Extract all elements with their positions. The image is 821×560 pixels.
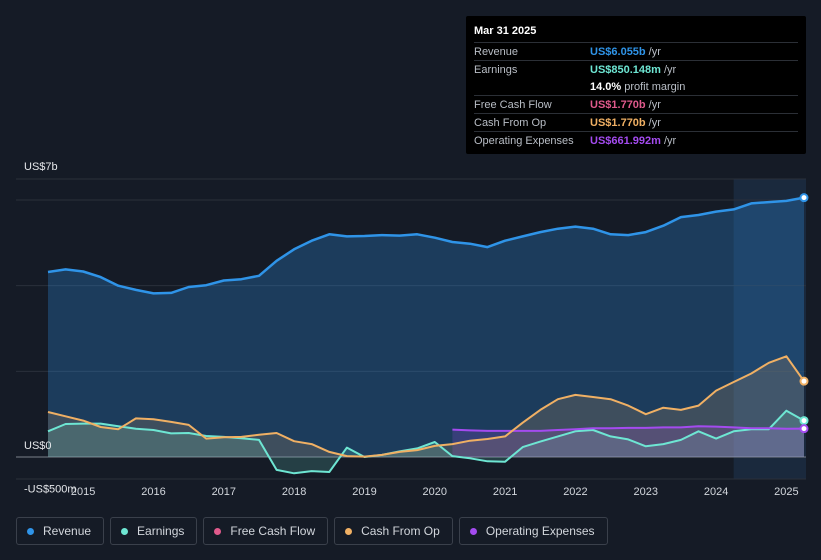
tooltip-row-label: Operating Expenses: [474, 134, 574, 147]
operating-expenses-endpoint: [799, 424, 809, 434]
data-tooltip: Mar 31 2025 Revenue US$6.055b/yr Earnings U…: [466, 16, 806, 154]
tooltip-rows: Revenue US$6.055b/yr Earnings US$850.148m/y…: [474, 42, 798, 149]
y-axis-labels: US$0 -US$500m: [24, 440, 77, 495]
legend-dot-icon: [121, 527, 129, 535]
x-tick-label: 2023: [634, 486, 658, 498]
legend-item-revenue[interactable]: Revenue: [16, 517, 105, 545]
tooltip-row: 14.0% profit margin: [474, 78, 798, 95]
tooltip-row: Operating Expenses US$661.992m/yr: [474, 131, 798, 149]
tooltip-row-value: US$1.770b: [590, 98, 646, 111]
x-tick-label: 2016: [141, 486, 165, 498]
tooltip-row-value: 14.0%: [590, 80, 622, 93]
x-tick-label: 2015: [71, 486, 95, 498]
tooltip-row-value: US$6.055b: [590, 45, 646, 58]
revenue-line: [47, 196, 805, 295]
tooltip-row-unit: /yr: [648, 45, 661, 58]
x-tick-label: 2025: [774, 486, 798, 498]
tooltip-row-label: Cash From Op: [474, 116, 547, 129]
legend-item-cash-from-op[interactable]: Cash From Op: [334, 517, 453, 545]
series-areas: [48, 197, 804, 474]
y-tick-label: US$0: [24, 440, 52, 452]
x-tick-label: 2018: [282, 486, 306, 498]
tooltip-row-unit: /yr: [648, 116, 661, 129]
tooltip-date: Mar 31 2025: [474, 25, 537, 37]
tooltip-row-value: US$661.992m: [590, 134, 661, 147]
x-tick-label: 2021: [493, 486, 517, 498]
legend-dot-icon: [27, 527, 34, 535]
legend-label: Revenue: [43, 524, 92, 538]
series-endpoints: [799, 193, 809, 434]
cash-from-op-endpoint: [799, 376, 809, 386]
tooltip-row-value: US$850.148m: [590, 63, 661, 76]
tooltip-row-label: Free Cash Flow: [474, 98, 552, 111]
operating-expenses-area: [452, 426, 804, 457]
earnings-endpoint: [799, 416, 809, 426]
revenue-endpoint: [799, 193, 809, 203]
x-tick-label: 2024: [704, 486, 728, 498]
earnings-line: [47, 409, 805, 475]
series-lines: [47, 196, 805, 475]
tooltip-row: Free Cash Flow US$1.770b/yr: [474, 95, 798, 113]
y-axis-top-label: US$7b: [24, 161, 58, 173]
cash-from-op-line: [47, 355, 805, 458]
x-tick-label: 2020: [423, 486, 447, 498]
cash-from-op-area: [48, 356, 804, 457]
financial-chart: 2015 2016 2017 2018 2019 2020 2021 2022 2023 2024…: [16, 161, 809, 498]
tooltip-row-value: US$1.770b: [590, 116, 646, 129]
gridlines: [16, 178, 806, 480]
x-tick-label: 2019: [352, 486, 376, 498]
x-tick-label: 2017: [212, 486, 236, 498]
legend-dot-icon: [469, 527, 477, 535]
legend-item-free-cash-flow[interactable]: Free Cash Flow: [203, 517, 329, 545]
x-tick-label: 2022: [563, 486, 587, 498]
legend-label: Free Cash Flow: [230, 524, 316, 538]
legend-item-earnings[interactable]: Earnings: [110, 517, 198, 545]
y-tick-label: -US$500m: [24, 483, 77, 495]
tooltip-row-unit: /yr: [663, 63, 677, 76]
tooltip-row-unit: profit margin: [624, 80, 686, 93]
revenue-area: [48, 197, 804, 457]
x-axis: 2015 2016 2017 2018 2019 2020 2021 2022 2023 2024…: [71, 486, 799, 498]
tooltip-row: Revenue US$6.055b/yr: [474, 42, 798, 60]
legend-item-operating-expenses[interactable]: Operating Expenses: [458, 517, 608, 545]
tooltip-row-label: Earnings: [474, 63, 518, 76]
tooltip-row-unit: /yr: [648, 98, 661, 111]
legend-dot-icon: [345, 527, 353, 535]
tooltip-row: Cash From Op US$1.770b/yr: [474, 113, 798, 131]
legend-label: Operating Expenses: [485, 524, 595, 538]
tooltip-row-unit: /yr: [663, 134, 677, 147]
legend-label: Cash From Op: [361, 524, 440, 538]
earnings-area: [48, 410, 804, 474]
legend-label: Earnings: [137, 524, 185, 538]
tooltip-row: Earnings US$850.148m/yr: [474, 60, 798, 78]
chart-legend: Revenue Earnings Free Cash Flow Cash From O…: [16, 517, 608, 545]
tooltip-row-label: Revenue: [474, 45, 519, 58]
legend-dot-icon: [214, 527, 222, 535]
